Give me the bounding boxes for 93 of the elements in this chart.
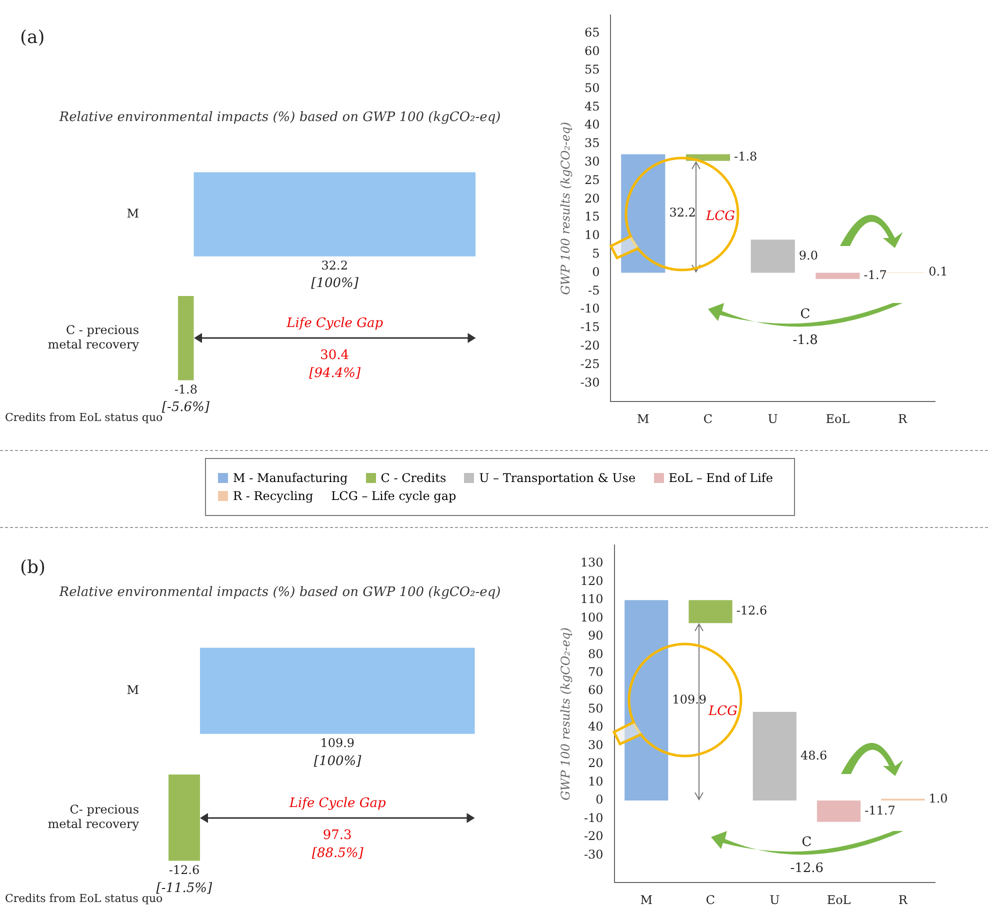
y-tick-label: C- precious metal recovery [48,802,140,831]
text: [-11.5%] [156,880,212,896]
chart-title: Relative environmental impacts (%) based on GWP 100 (kgCO₂-eq) [58,585,502,600]
y-tick-label: -5 [588,283,600,298]
y-tick-label: 0 [592,264,600,279]
y-tick-label: M [126,682,139,697]
annotation: Life Cycle Gap [289,796,386,811]
y-tick-label: 45 [584,99,600,114]
y-tick-label: 30 [584,154,600,169]
y-tick-label: 30 [588,738,604,752]
y-tick-label: C - precious metal recovery [48,323,140,352]
data-label: 32.2 [321,258,348,273]
y-tick-label: 90 [588,628,604,643]
y-tick-label: -20 [584,829,604,844]
text: [-5.6%] [162,400,210,416]
text: 32.2 [669,206,696,220]
y-tick-label: 15 [584,210,600,224]
y-tick-label: 55 [584,62,600,77]
y-tick-label: 65 [584,26,600,40]
y-tick-label: 20 [588,756,604,770]
text: LCG – Life cycle gap [331,489,456,503]
y-tick-label: -20 [580,338,600,353]
chart-title: Relative environmental impacts (%) based on GWP 100 (kgCO₂-eq) [58,110,502,125]
y-tick-label: 120 [580,574,604,588]
y-tick-label: 5 [592,246,600,261]
text: -1.8 [792,332,818,348]
annotation: LCG [706,208,735,224]
x-tick-label: R [898,892,908,907]
y-tick-label: 35 [584,136,600,150]
annotation: [100%] [311,276,358,292]
text: Credits from EoL status quo [5,411,163,425]
text: 0.1 [928,264,948,279]
annotation: C [802,834,812,850]
legend-label: C - Credits [380,471,446,485]
y-tick-label: 100 [580,610,604,624]
legend-label: U – Transportation & Use [478,471,636,485]
x-tick-label: M [640,892,653,907]
x-tick-label: EoL [826,412,850,426]
legend-label: EoL – End of Life [668,471,773,485]
y-tick-label: 40 [584,118,600,132]
y-tick-label: -15 [580,320,600,334]
text: (b) [20,557,46,578]
y-tick-label: 40 [588,720,604,734]
y-tick-label: 70 [588,664,604,679]
y-tick-label: 130 [580,556,604,570]
annotation: 30.4 [320,348,350,364]
data-label: -12.6 [168,862,200,877]
text: -11.7 [864,803,896,818]
y-tick-label: 110 [580,592,604,606]
y-tick-label: -10 [580,302,600,316]
annotation: C [800,306,810,322]
x-tick-label: C [706,892,716,907]
y-tick-label: 50 [588,701,604,716]
annotation: Life Cycle Gap [286,316,384,332]
y-tick-label: -25 [580,356,600,371]
data-label: 109.9 [320,736,355,750]
text: -12.6 [790,860,824,876]
x-tick-label: R [898,412,908,426]
legend-label: M - Manufacturing [232,471,348,485]
text: -1.7 [864,268,887,282]
x-tick-label: M [637,412,650,426]
x-tick-label: EoL [826,892,851,907]
y-tick-label: -30 [580,375,600,390]
text: (a) [20,27,45,48]
annotation: [88.5%] [312,846,364,861]
legend-label: R - Recycling [232,489,314,503]
y-tick-label: 60 [584,44,600,58]
annotation: -12.6 [736,604,768,618]
y-tick-label: 25 [584,172,600,187]
text: 9.0 [798,248,818,262]
data-label: -1.8 [174,382,198,396]
x-tick-label: U [770,892,780,907]
y-tick-label: 0 [596,792,604,807]
y-tick-label: 20 [584,191,600,206]
y-tick-label: 80 [588,646,604,661]
y-tick-label: 50 [584,80,600,95]
text: 1.0 [928,792,948,806]
y-tick-label: 10 [588,774,604,788]
x-tick-label: C [703,412,713,426]
annotation: -1.8 [734,150,758,164]
annotation: 97.3 [322,828,352,843]
annotation: [100%] [314,754,362,769]
y-axis-title: GWP 100 results (kgCO₂-eq) [558,627,572,800]
y-tick-label: 60 [588,683,604,698]
annotation: LCG [708,704,738,719]
annotation: [94.4%] [309,366,361,382]
y-axis-title: GWP 100 results (kgCO₂-eq) [558,122,572,295]
x-tick-label: U [768,412,778,426]
y-tick-label: 10 [584,228,600,242]
y-tick-label: -10 [584,810,604,825]
text: 48.6 [800,748,828,762]
y-tick-label: -30 [584,847,604,862]
y-tick-label: M [126,206,139,220]
